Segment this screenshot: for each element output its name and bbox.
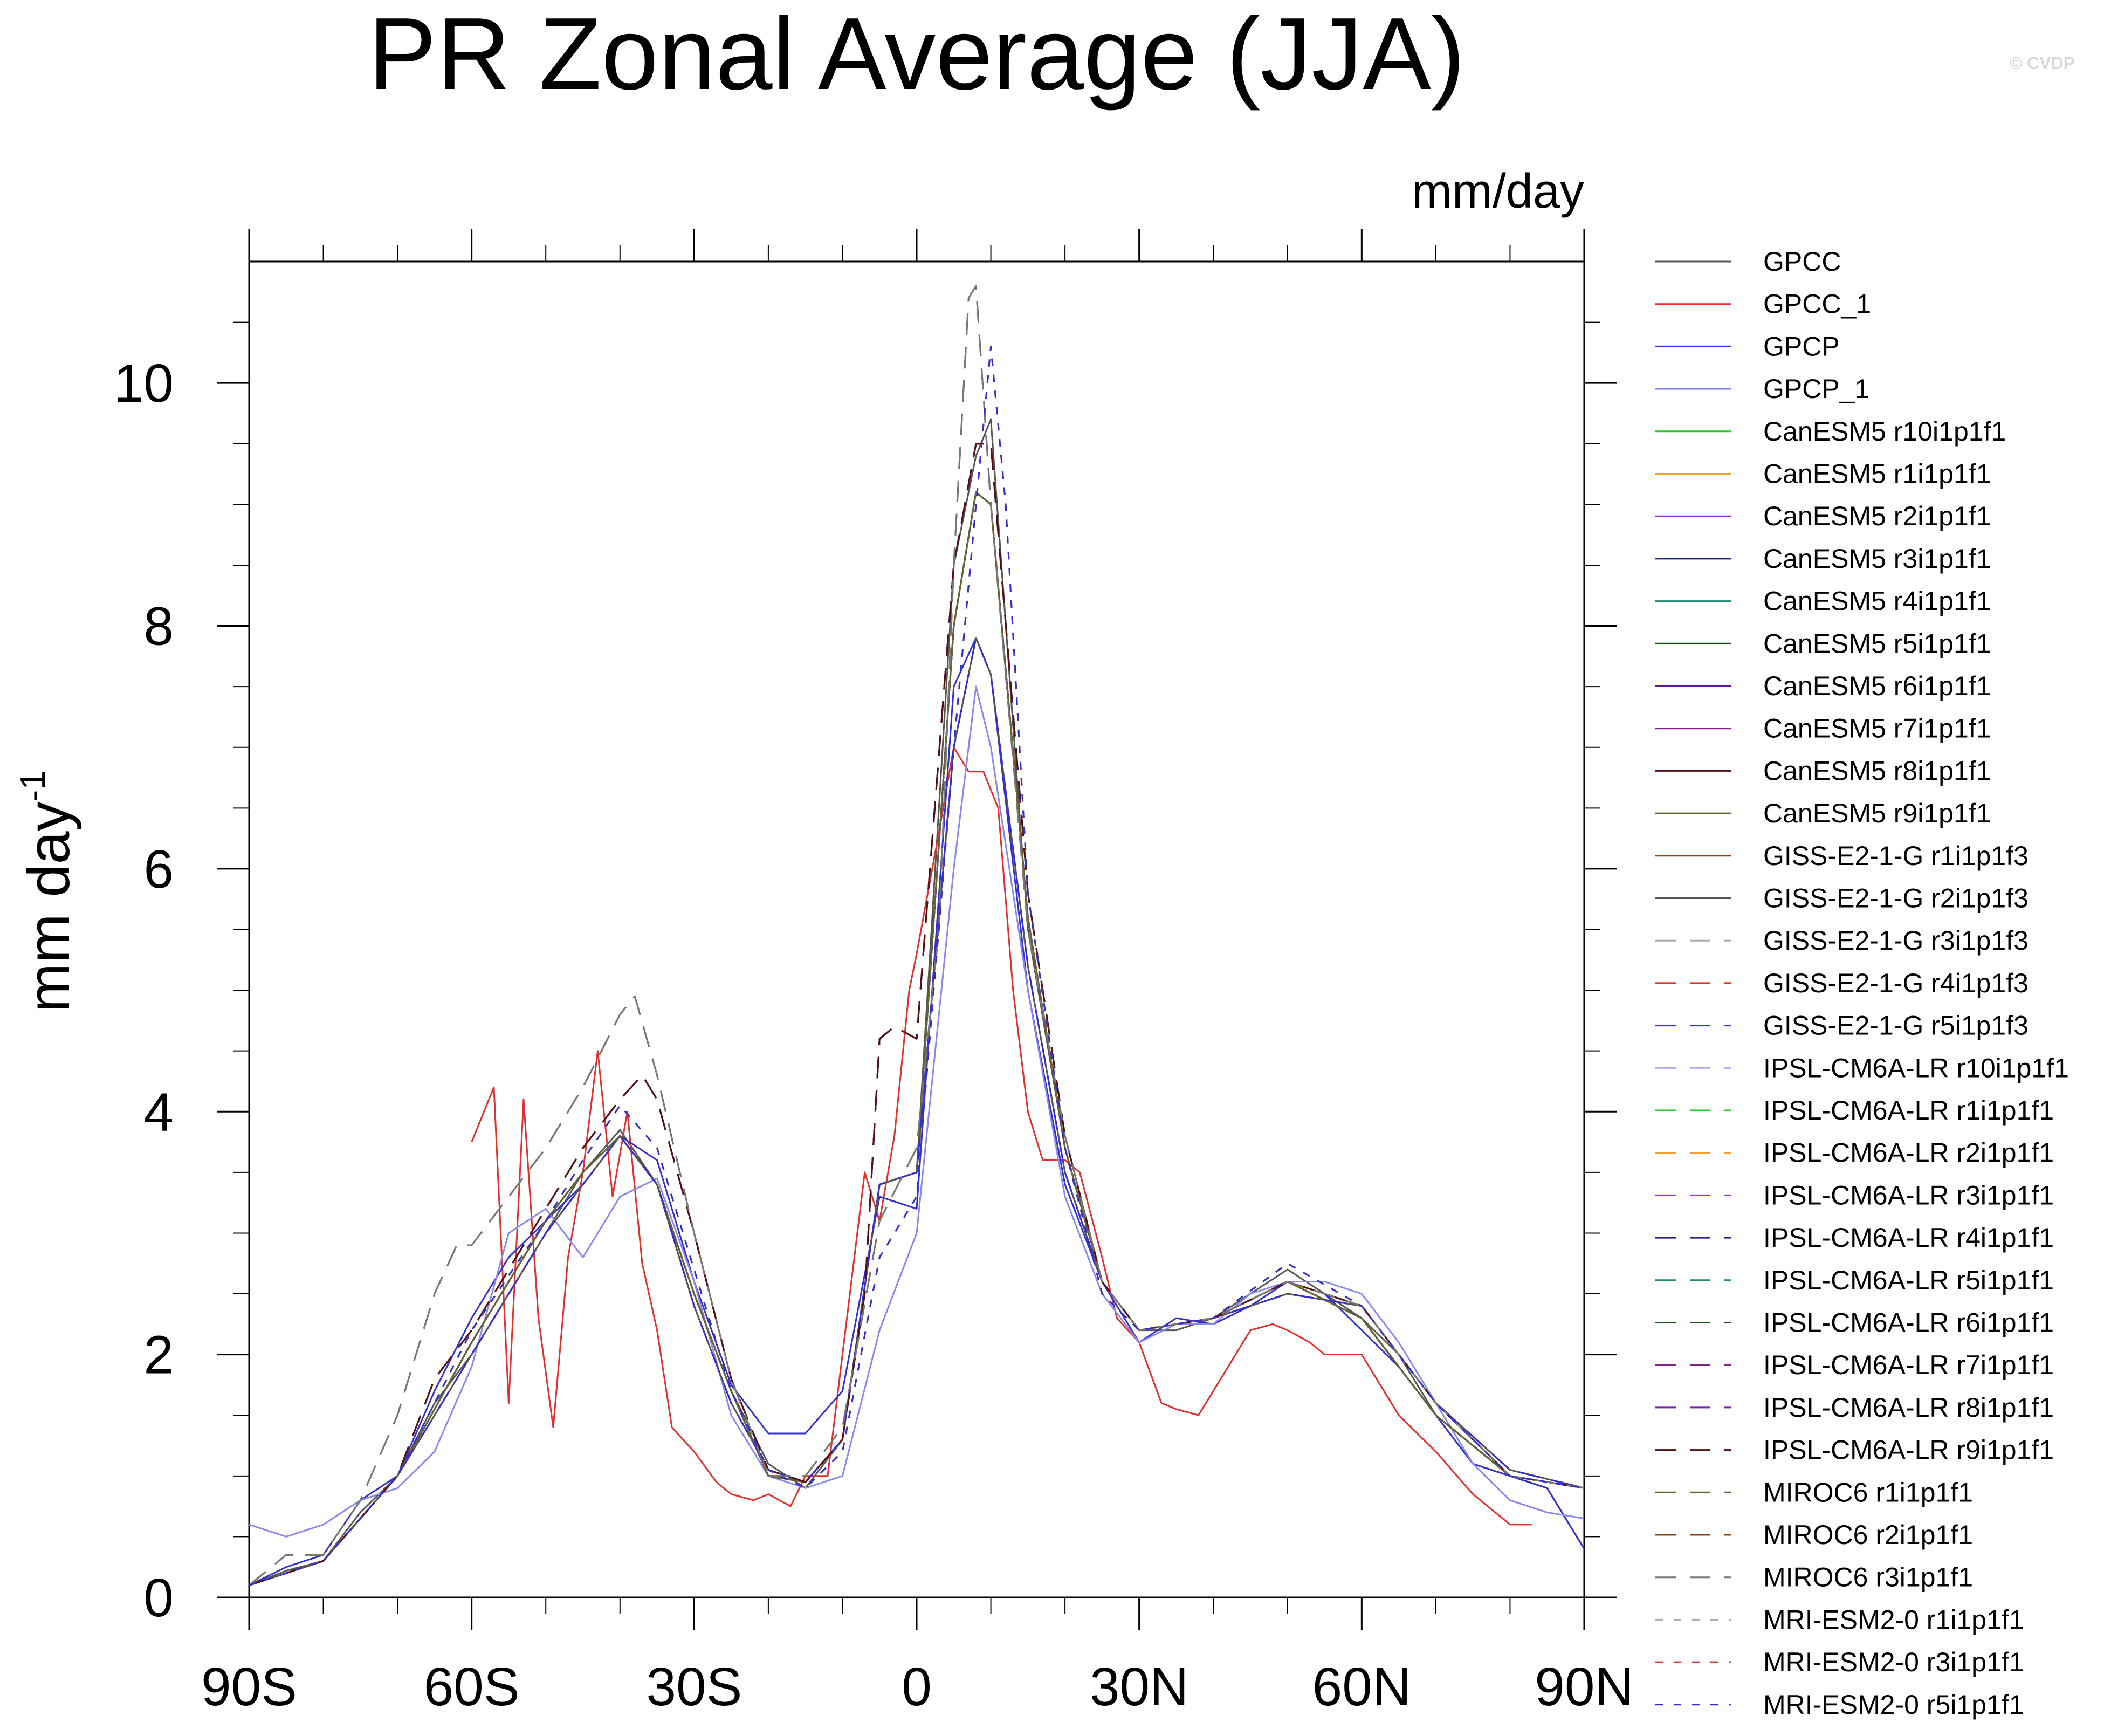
series-line — [471, 746, 1532, 1526]
x-tick-label: 60S — [424, 1657, 520, 1717]
legend-entry-label: CanESM5 r10i1p1f1 — [1763, 416, 2006, 447]
legend-entry-label: MRI-ESM2-0 r1i1p1f1 — [1763, 1604, 2024, 1635]
y-tick-label: 4 — [143, 1082, 174, 1142]
y-tick-label: 2 — [143, 1325, 174, 1385]
legend-entry-label: IPSL-CM6A-LR r1i1p1f1 — [1763, 1095, 2054, 1126]
legend-entry-label: MIROC6 r1i1p1f1 — [1763, 1477, 1973, 1507]
y-tick-label: 0 — [143, 1568, 174, 1628]
legend-entry-label: IPSL-CM6A-LR r4i1p1f1 — [1763, 1223, 2054, 1253]
x-tick-label: 30N — [1090, 1657, 1188, 1717]
legend-entry-label: MIROC6 r2i1p1f1 — [1763, 1520, 1973, 1550]
y-tick-label: 10 — [114, 353, 174, 414]
legend-entry-label: GISS-E2-1-G r2i1p1f3 — [1763, 883, 2029, 914]
x-tick-label: 0 — [902, 1657, 932, 1717]
legend: GPCC GPCC_1 GPCP GPCP_1 CanESM5 r10i1p1f1 Can… — [1655, 246, 2069, 1720]
legend-entry-label: IPSL-CM6A-LR r8i1p1f1 — [1763, 1392, 2054, 1423]
legend-entry-label: GISS-E2-1-G r5i1p1f3 — [1763, 1011, 2029, 1041]
legend-entry-label: GISS-E2-1-G r3i1p1f3 — [1763, 925, 2029, 956]
series-line — [249, 346, 1585, 1586]
legend-entry-label: IPSL-CM6A-LR r5i1p1f1 — [1763, 1265, 2054, 1295]
legend-entry-label: IPSL-CM6A-LR r9i1p1f1 — [1763, 1435, 2054, 1465]
x-tick-label: 30S — [646, 1657, 742, 1717]
legend-entry-label: MRI-ESM2-0 r5i1p1f1 — [1763, 1690, 2024, 1720]
series-lines — [249, 285, 1585, 1586]
legend-entry-label: IPSL-CM6A-LR r3i1p1f1 — [1763, 1180, 2054, 1210]
legend-entry-label: CanESM5 r2i1p1f1 — [1763, 501, 1991, 531]
series-line — [249, 285, 1585, 1586]
legend-entry-label: CanESM5 r3i1p1f1 — [1763, 544, 1991, 574]
legend-entry-label: CanESM5 r8i1p1f1 — [1763, 756, 1991, 786]
y-tick-label: 8 — [143, 596, 174, 657]
legend-entry-label: GPCP — [1763, 331, 1840, 361]
legend-entry-label: GPCC — [1763, 246, 1841, 277]
y-axis-label: mm day-1 — [13, 771, 82, 1013]
series-line — [249, 637, 1585, 1586]
legend-entry-label: GPCC_1 — [1763, 289, 1871, 319]
legend-entry-label: IPSL-CM6A-LR r7i1p1f1 — [1763, 1350, 2054, 1380]
legend-entry-label: CanESM5 r7i1p1f1 — [1763, 713, 1991, 744]
legend-entry-label: MIROC6 r3i1p1f1 — [1763, 1562, 1973, 1593]
legend-entry-label: CanESM5 r4i1p1f1 — [1763, 586, 1991, 616]
svg-text:mm day-1: mm day-1 — [13, 771, 82, 1013]
axes: 90S 60S 30S 0 30N 60N 90N 0 2 4 6 8 10 — [114, 229, 1634, 1717]
legend-entry-label: CanESM5 r6i1p1f1 — [1763, 671, 1991, 701]
chart-title: PR Zonal Average (JJA) — [368, 0, 1466, 111]
series-line — [249, 637, 1585, 1586]
y-tick-label: 6 — [143, 839, 174, 900]
legend-entry-label: IPSL-CM6A-LR r10i1p1f1 — [1763, 1053, 2069, 1083]
y-axis-label-text: mm day — [16, 801, 82, 1012]
legend-entry-label: GISS-E2-1-G r4i1p1f3 — [1763, 968, 2029, 998]
legend-entry-label: IPSL-CM6A-LR r6i1p1f1 — [1763, 1308, 2054, 1338]
y-axis-label-superscript: -1 — [13, 771, 52, 802]
legend-entry-label: MRI-ESM2-0 r3i1p1f1 — [1763, 1647, 2024, 1677]
legend-entry-label: IPSL-CM6A-LR r2i1p1f1 — [1763, 1138, 2054, 1168]
legend-entry-label: CanESM5 r9i1p1f1 — [1763, 798, 1991, 828]
watermark-label: © CVDP — [2010, 53, 2075, 73]
legend-entry-label: GISS-E2-1-G r1i1p1f3 — [1763, 841, 2029, 871]
legend-entry-label: GPCP_1 — [1763, 374, 1869, 404]
x-tick-label: 60N — [1312, 1657, 1411, 1717]
x-tick-label: 90S — [201, 1657, 297, 1717]
legend-entry-label: CanESM5 r5i1p1f1 — [1763, 628, 1991, 658]
x-tick-label: 90N — [1535, 1657, 1633, 1717]
series-line — [249, 443, 1585, 1586]
units-label: mm/day — [1412, 164, 1584, 218]
legend-entry-label: CanESM5 r1i1p1f1 — [1763, 459, 1991, 489]
